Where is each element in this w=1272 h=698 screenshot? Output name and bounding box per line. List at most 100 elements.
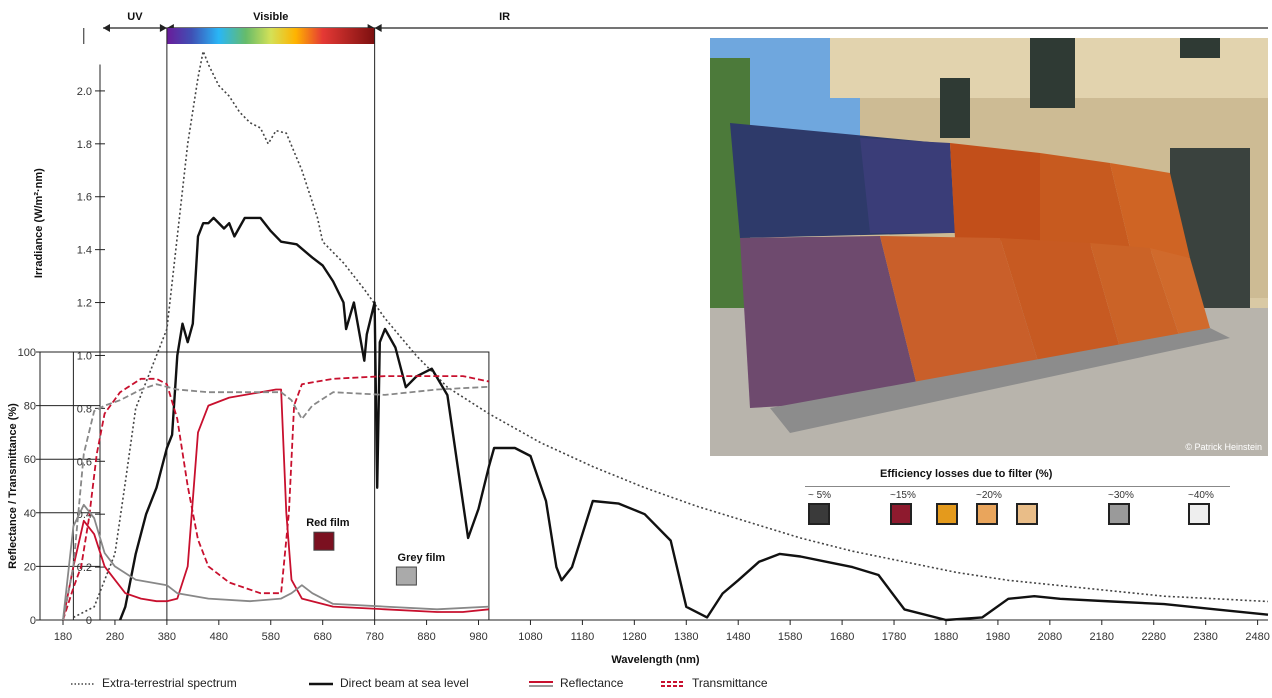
x-tick-label: 1680 xyxy=(830,631,854,643)
x-tick-label: 180 xyxy=(54,631,72,643)
efficiency-swatch xyxy=(890,503,912,525)
series-line-6 xyxy=(62,383,489,621)
efficiency-item-3 xyxy=(936,490,958,525)
x-tick-label: 2080 xyxy=(1038,631,1062,643)
efficiency-losses-panel: Efficiency losses due to filter (%) ~ 5%… xyxy=(800,466,1240,546)
x-tick-label: 1080 xyxy=(518,631,542,643)
x-tick-label: 580 xyxy=(262,631,280,643)
axes: 180 280 380 480 580 680 780 880 980 1080 1180 1280 1… xyxy=(7,28,1270,666)
percent-tick-label: 60 xyxy=(24,454,36,466)
efficiency-label: ~30% xyxy=(1108,490,1134,501)
x-tick-label: 1980 xyxy=(986,631,1010,643)
x-tick-label: 680 xyxy=(314,631,332,643)
efficiency-item-5 xyxy=(1016,490,1038,525)
series-line-3 xyxy=(62,388,489,621)
efficiency-swatch xyxy=(1016,503,1038,525)
efficiency-label: ~20% xyxy=(976,490,1002,501)
x-tick-label: 380 xyxy=(158,631,176,643)
percent-tick-label: 0 xyxy=(30,615,36,627)
film-swatch xyxy=(313,531,335,551)
x-tick-label: 1180 xyxy=(571,631,595,643)
series-line-1 xyxy=(73,50,1269,619)
x-axis-title: Wavelength (nm) xyxy=(611,654,700,666)
annotations: Red film Grey film xyxy=(306,517,446,586)
irradiance-axis-title: Irradiance (W/m²·nm) xyxy=(33,168,45,278)
arrow-head-icon xyxy=(374,24,382,32)
efficiency-label xyxy=(1016,490,1038,501)
percent-tick-label: 20 xyxy=(24,561,36,573)
dotted-line-icon xyxy=(71,683,95,685)
x-tick-label: 1280 xyxy=(622,631,646,643)
efficiency-divider xyxy=(805,486,1230,487)
legend-label: Extra-terrestrial spectrum xyxy=(102,676,237,690)
efficiency-swatch xyxy=(808,503,830,525)
percent-tick-label: 100 xyxy=(18,347,36,359)
arrow-head-icon xyxy=(159,24,167,32)
efficiency-item-2: ~15% xyxy=(890,490,916,525)
efficiency-swatch xyxy=(1188,503,1210,525)
efficiency-swatch xyxy=(976,503,998,525)
percent-tick-label: 80 xyxy=(24,401,36,413)
efficiency-swatch xyxy=(936,503,958,525)
arrow-head-icon xyxy=(103,24,110,32)
legend-item-reflectance: Reflectance xyxy=(528,676,623,690)
legend-label: Transmittance xyxy=(692,676,768,690)
efficiency-title: Efficiency losses due to filter (%) xyxy=(880,468,1053,480)
photo-illustration xyxy=(710,38,1268,456)
legend-item-direct-beam: Direct beam at sea level xyxy=(308,676,469,690)
efficiency-item-6: ~30% xyxy=(1108,490,1134,525)
efficiency-label: ~15% xyxy=(890,490,916,501)
irradiance-tick-label: 1.0 xyxy=(77,350,92,362)
region-label-visible: Visible xyxy=(253,11,288,23)
x-tick-label: 1580 xyxy=(778,631,802,643)
solar-panel-photo: © Patrick Heinstein xyxy=(710,38,1268,456)
legend-item-transmittance: Transmittance xyxy=(660,676,768,690)
series-line-5 xyxy=(62,503,489,621)
x-tick-label: 1480 xyxy=(726,631,750,643)
visible-spectrum-bar xyxy=(166,28,375,44)
x-tick-label: 2180 xyxy=(1090,631,1114,643)
efficiency-label: ~40% xyxy=(1188,490,1214,501)
efficiency-swatch xyxy=(1108,503,1130,525)
x-tick-label: 2380 xyxy=(1193,631,1217,643)
x-tick-label: 2280 xyxy=(1141,631,1165,643)
irradiance-tick-label: 0.6 xyxy=(77,456,92,468)
x-tick-label: 1780 xyxy=(882,631,906,643)
irradiance-tick-label: 1.6 xyxy=(77,192,92,204)
efficiency-label xyxy=(936,490,958,501)
efficiency-item-4: ~20% xyxy=(976,490,1002,525)
irradiance-tick-label: 2.0 xyxy=(77,86,92,98)
legend-label: Reflectance xyxy=(560,676,624,690)
dashed-line-icon xyxy=(661,680,685,687)
efficiency-item-1: ~ 5% xyxy=(808,490,831,525)
x-tick-label: 480 xyxy=(210,631,228,643)
legend-label: Direct beam at sea level xyxy=(340,676,469,690)
photo-credit: © Patrick Heinstein xyxy=(1185,442,1262,452)
irradiance-tick-label: 1.2 xyxy=(77,298,92,310)
irradiance-tick-label: 1.8 xyxy=(77,139,92,151)
x-tick-label: 280 xyxy=(106,631,124,643)
irradiance-tick-label: 0.8 xyxy=(77,403,92,415)
x-tick-label: 1880 xyxy=(934,631,958,643)
film-swatch xyxy=(395,566,417,586)
region-label-uv: UV xyxy=(127,11,143,23)
efficiency-label: ~ 5% xyxy=(808,490,832,501)
region-label-ir: IR xyxy=(499,11,510,23)
double-line-icon xyxy=(529,680,553,687)
annotation-label: Grey film xyxy=(398,552,446,564)
irradiance-tick-label: 1.4 xyxy=(77,245,92,257)
percent-tick-label: 40 xyxy=(24,508,36,520)
x-tick-label: 780 xyxy=(365,631,383,643)
wavelength-regions: UV Visible IR xyxy=(103,11,1268,44)
series-line-4 xyxy=(62,375,490,621)
irradiance-tick-label: 0 xyxy=(86,615,92,627)
legend-item-extra-terrestrial: Extra-terrestrial spectrum xyxy=(70,676,237,690)
efficiency-item-7: ~40% xyxy=(1188,490,1214,525)
annotation-label: Red film xyxy=(306,517,350,529)
solid-line-icon xyxy=(309,682,333,686)
x-tick-label: 1380 xyxy=(674,631,698,643)
x-tick-label: 880 xyxy=(417,631,435,643)
x-tick-label: 2480 xyxy=(1245,631,1269,643)
percent-axis-title: Reflectance / Transmittance (%) xyxy=(7,403,19,569)
